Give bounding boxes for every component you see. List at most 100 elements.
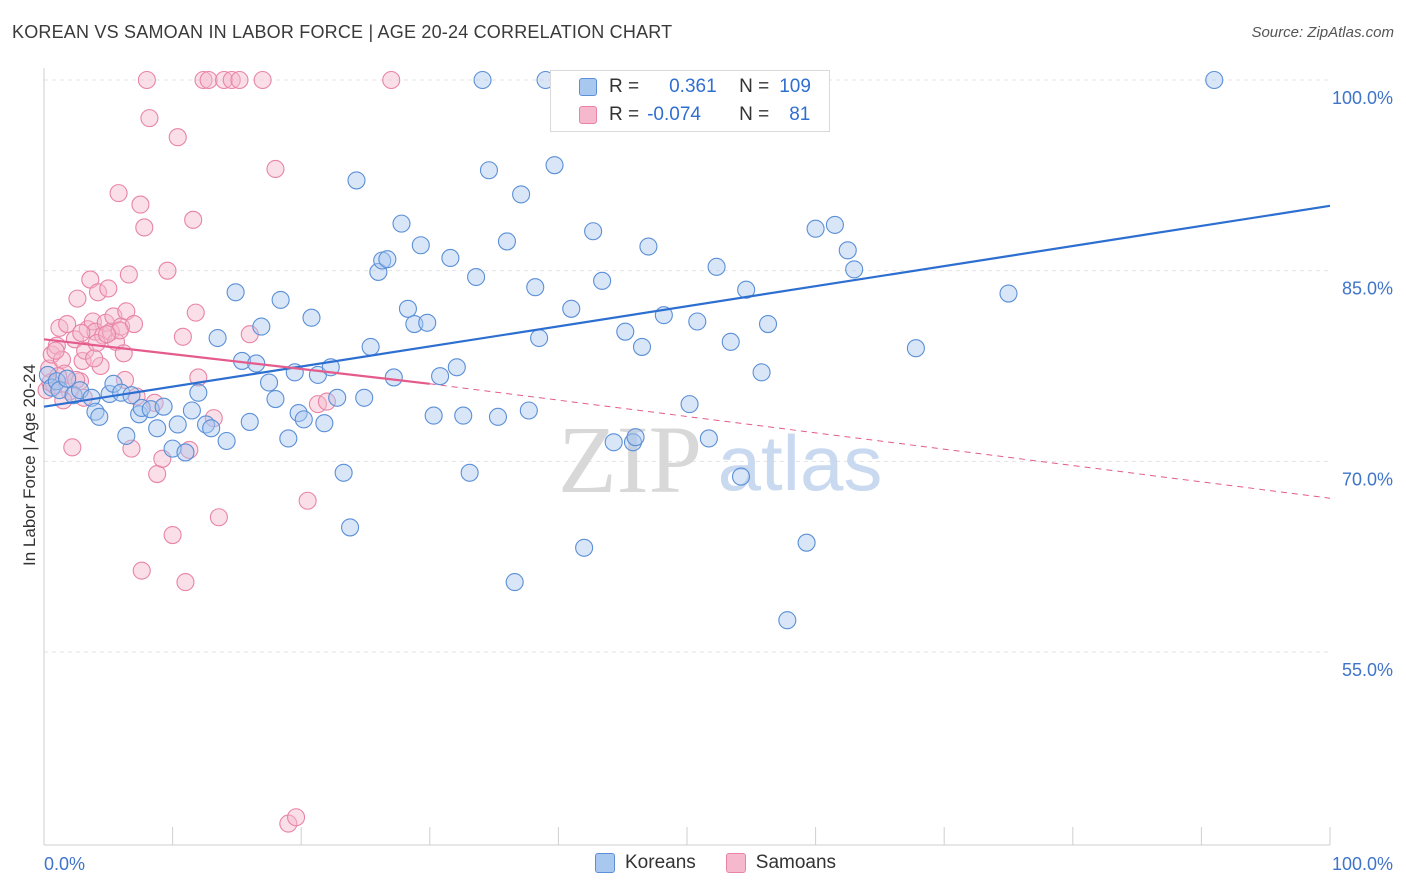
samoan-trendline-extended xyxy=(429,383,1331,499)
korean-point xyxy=(758,315,778,334)
korean-point xyxy=(240,412,259,431)
korean-point xyxy=(294,410,313,429)
korean-swatch xyxy=(579,78,597,96)
samoan-point xyxy=(97,325,117,344)
korean-point xyxy=(616,322,635,341)
chart-title: KOREAN VS SAMOAN IN LABOR FORCE | AGE 20… xyxy=(12,22,673,42)
samoan-point xyxy=(63,438,82,457)
samoan-point xyxy=(163,526,182,545)
korean-point xyxy=(208,328,227,348)
korean-point xyxy=(623,433,643,452)
korean-point xyxy=(688,312,707,331)
samoan-point xyxy=(287,808,306,827)
trendlines xyxy=(43,204,1331,499)
korean-point xyxy=(369,262,388,281)
y-axis-label: In Labor Force | Age 20-24 xyxy=(20,364,39,566)
korean-point xyxy=(58,369,77,388)
korean-r-label: R = xyxy=(609,76,640,97)
samoan-point xyxy=(230,70,249,90)
samoan-point xyxy=(132,561,151,580)
korean-point xyxy=(271,290,290,309)
samoan-point xyxy=(109,184,128,203)
korean-point xyxy=(100,384,119,404)
korean-point xyxy=(202,419,221,438)
korean-point xyxy=(526,278,545,297)
y-tick-label: 55.0% xyxy=(1342,660,1393,680)
samoan-point xyxy=(137,70,156,90)
korean-point xyxy=(707,257,726,276)
korean-legend-label: Koreans xyxy=(625,852,696,873)
korean-point xyxy=(279,429,298,448)
korean-point xyxy=(90,407,109,426)
korean-point xyxy=(575,538,594,557)
samoan-point xyxy=(298,491,317,510)
korean-point xyxy=(418,313,437,332)
korean-point xyxy=(447,358,466,377)
y-tick-label: 70.0% xyxy=(1342,469,1393,489)
samoan-point xyxy=(222,70,241,90)
samoan-point xyxy=(214,70,234,90)
korean-point xyxy=(519,401,538,420)
samoan-point xyxy=(186,303,205,322)
samoan-point xyxy=(194,70,213,90)
source-label: Source: ZipAtlas.com xyxy=(1251,24,1394,41)
korean-point xyxy=(405,315,424,334)
korean-legend-swatch xyxy=(595,853,615,873)
korean-point xyxy=(632,337,652,356)
korean-point xyxy=(680,395,699,414)
samoan-point xyxy=(209,508,228,527)
samoan-point xyxy=(168,128,187,147)
korean-point xyxy=(1205,70,1224,90)
korean-point xyxy=(361,337,380,356)
watermark-zip: ZIP xyxy=(558,406,702,513)
korean-point xyxy=(825,215,844,234)
samoan-point xyxy=(135,218,154,237)
korean-point xyxy=(906,339,925,358)
samoan-point xyxy=(176,573,195,592)
samoan-point xyxy=(140,109,159,128)
korean-point xyxy=(460,463,479,482)
korean-point xyxy=(154,397,173,416)
korean-point xyxy=(182,401,201,420)
korean-point xyxy=(479,161,499,180)
korean-point xyxy=(259,373,279,392)
korean-point xyxy=(302,308,321,327)
samoan-trendline xyxy=(43,338,430,385)
korean-point xyxy=(328,388,347,407)
korean-point xyxy=(737,280,756,299)
korean-point xyxy=(252,317,271,336)
korean-point xyxy=(806,219,825,238)
bottom-legend: Koreans Samoans xyxy=(595,852,866,874)
y-tick-label: 100.0% xyxy=(1332,88,1393,108)
korean-n-value: 109 xyxy=(779,76,811,97)
korean-point xyxy=(752,363,771,382)
samoan-point xyxy=(253,70,272,90)
korean-point xyxy=(639,237,658,256)
legend-row-samoans: R = -0.074 N = 81 xyxy=(551,101,810,129)
samoan-point xyxy=(87,334,106,353)
samoan-point xyxy=(382,70,401,90)
samoan-point xyxy=(68,289,87,308)
korean-point xyxy=(454,406,473,425)
tick-labels: 55.0% 70.0% 85.0% 100.0% 0.0% 100.0% xyxy=(44,88,1393,874)
korean-point xyxy=(334,463,353,482)
samoan-r-value: -0.074 xyxy=(647,104,701,125)
samoan-point xyxy=(173,327,192,346)
korean-point xyxy=(117,426,136,445)
axes xyxy=(43,68,1331,846)
samoan-n-label: N = xyxy=(739,104,770,125)
stats-legend: R = 0.361 N = 109 R = -0.074 N = 81 xyxy=(550,70,830,132)
korean-point xyxy=(604,433,623,452)
korean-point xyxy=(699,429,718,448)
korean-point xyxy=(176,443,195,462)
korean-point xyxy=(530,328,549,348)
korean-point xyxy=(545,156,564,175)
korean-point xyxy=(378,250,397,269)
samoan-legend-label: Samoans xyxy=(755,852,837,873)
korean-point xyxy=(148,419,167,438)
samoan-swatch xyxy=(579,106,597,124)
korean-point xyxy=(132,398,151,417)
samoan-point xyxy=(148,464,167,484)
korean-point xyxy=(384,368,403,387)
samoan-point xyxy=(88,283,108,302)
